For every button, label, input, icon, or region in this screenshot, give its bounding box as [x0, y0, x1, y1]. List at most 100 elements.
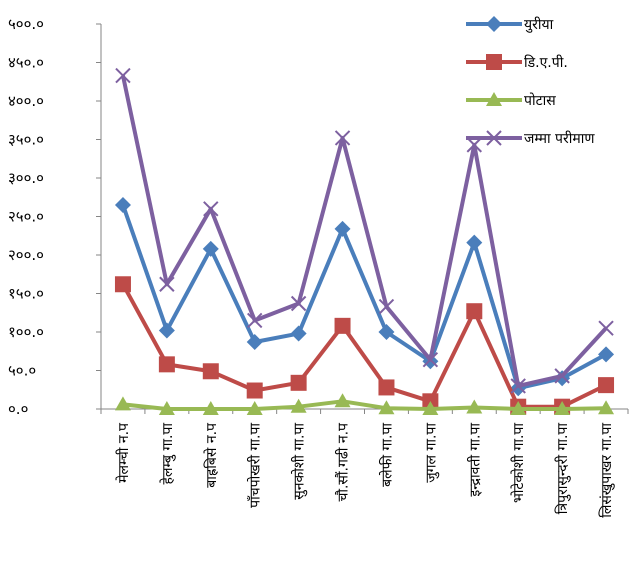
y-tick-label: २५०.०	[8, 208, 44, 226]
data-point	[115, 67, 131, 84]
legend-label: डि.ए.पी.	[524, 54, 568, 71]
x-category-label: त्रिपुरासुन्दरी गा.पा	[554, 423, 571, 515]
data-point-stroke	[598, 320, 614, 336]
x-category-label: चौ.सौं.गढी न.प	[335, 422, 352, 502]
legend-label: युरीया	[524, 16, 554, 33]
legend-label: जम्मा परीमाण	[524, 130, 595, 147]
data-point-stroke	[510, 378, 526, 394]
legend-item: युरीया	[466, 16, 554, 33]
data-point	[466, 137, 482, 153]
data-point	[290, 325, 307, 342]
data-point	[290, 295, 307, 312]
data-point	[422, 401, 439, 415]
data-point	[246, 382, 263, 399]
data-point-stroke	[290, 295, 307, 312]
x-category-label: हेलम्बु गा.पा	[159, 423, 176, 485]
data-point	[466, 234, 483, 251]
data-point	[554, 401, 571, 415]
x-category-label: बाह्रबिसे न.प	[203, 422, 220, 488]
data-point-stroke	[334, 130, 351, 146]
data-point	[378, 324, 395, 340]
data-point	[158, 322, 175, 339]
series-line	[122, 399, 607, 411]
data-point	[378, 298, 395, 315]
x-category-label: मेलम्ची न.प	[115, 422, 132, 483]
y-axis-ticks: ०.० ५०.० १००.० १५०.० २००.० २५०.० ३००.० ३५०.० ४००…	[8, 15, 101, 418]
y-tick-label: २००.०	[8, 246, 44, 264]
data-point	[114, 276, 131, 293]
legend-item: जम्मा परीमाण	[466, 130, 595, 147]
data-point	[510, 401, 527, 415]
x-category-label: लिसंखुपाखर गा.पा	[598, 423, 615, 518]
y-tick-label: ०.०	[8, 400, 28, 418]
y-tick-label: ४००.०	[8, 92, 44, 110]
x-category-label: बलेफी गा.पा	[378, 423, 395, 487]
legend-item: पोटास	[466, 92, 556, 109]
series-2	[114, 276, 615, 415]
data-point	[510, 378, 526, 394]
data-point-stroke	[203, 201, 219, 217]
data-point	[466, 303, 483, 320]
data-point	[334, 317, 351, 334]
series-1	[114, 196, 615, 397]
data-point	[290, 398, 307, 413]
y-tick-label: ५०.०	[8, 362, 36, 380]
data-point	[202, 240, 219, 257]
data-point-stroke	[247, 312, 263, 329]
series-group	[114, 67, 615, 415]
data-point-stroke	[159, 276, 175, 292]
data-point	[246, 401, 263, 415]
x-category-label: इन्द्रावती गा.पा	[466, 423, 483, 497]
data-point-stroke	[115, 67, 131, 84]
x-category-label: जुगल गा.पा	[423, 423, 439, 483]
y-tick-label: १००.०	[8, 323, 44, 341]
data-point	[247, 312, 263, 329]
data-point-stroke	[466, 137, 482, 153]
data-point	[334, 130, 351, 146]
data-point-stroke	[378, 298, 395, 315]
data-point	[158, 401, 175, 415]
data-point	[334, 220, 351, 237]
data-point	[203, 201, 219, 217]
data-point	[598, 400, 615, 415]
legend-item: डि.ए.पी.	[466, 54, 568, 71]
x-axis-categories: मेलम्ची न.प हेलम्बु गा.पा बाह्रबिसे न.प पाँ…	[100, 409, 629, 518]
data-point	[290, 374, 307, 391]
data-point	[334, 393, 351, 408]
legend: युरीया डि.ए.पी. पोटास जम्मा परीमाण	[466, 16, 595, 147]
data-point	[486, 54, 502, 70]
data-point	[598, 377, 615, 394]
y-tick-label: ५००.०	[8, 15, 44, 33]
data-point-stroke	[422, 352, 439, 368]
y-tick-label: ३००.०	[8, 169, 44, 187]
x-category-label: भोटेकोशी गा.पा	[510, 423, 527, 503]
y-tick-label: १५०.०	[8, 285, 44, 303]
data-point	[114, 196, 131, 213]
series-4	[115, 67, 614, 394]
x-category-label: पाँचपोखरी गा.पा	[247, 423, 264, 508]
x-category-label: सुनकोशी गा.पा	[291, 423, 308, 500]
data-point	[246, 334, 263, 351]
data-point	[486, 92, 502, 106]
series-3	[114, 393, 615, 415]
data-point	[422, 352, 439, 368]
data-point	[378, 379, 395, 396]
data-point-stroke	[486, 130, 502, 146]
data-point	[114, 396, 131, 411]
y-tick-label: ४५०.०	[8, 54, 44, 72]
data-point	[598, 320, 614, 336]
data-point	[486, 130, 502, 146]
data-point	[554, 368, 570, 384]
data-point	[598, 346, 615, 363]
data-point	[378, 400, 395, 415]
data-point	[466, 399, 483, 414]
data-point	[158, 356, 175, 373]
data-point	[159, 276, 175, 292]
series-line	[121, 283, 607, 409]
series-line	[121, 75, 608, 388]
data-point	[202, 401, 219, 415]
legend-label: पोटास	[524, 92, 556, 109]
data-point-stroke	[554, 368, 570, 384]
data-point	[202, 363, 219, 380]
